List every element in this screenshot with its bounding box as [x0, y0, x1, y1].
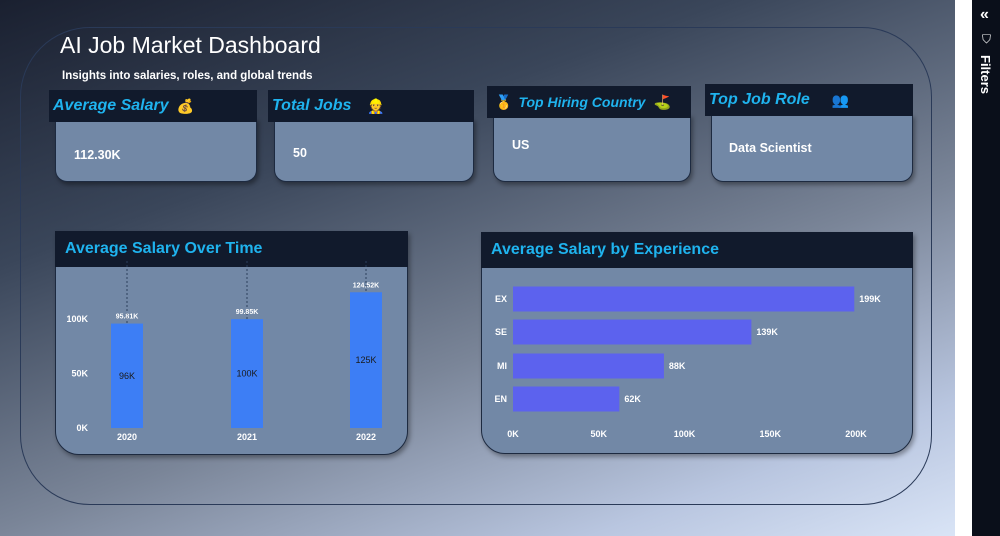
kpi-card-body: Data Scientist [711, 114, 913, 182]
bar-data-label: 100K [236, 369, 257, 379]
kpi-card-body: 112.30K [55, 118, 257, 182]
bar-data-label: 96K [119, 371, 135, 381]
bar-data-label: 88K [669, 361, 686, 371]
kpi-value: US [512, 138, 530, 152]
bar-top-label: 99.85K [236, 309, 259, 316]
bar-data-label: 125K [355, 355, 376, 365]
worker-icon: 👷 [367, 97, 385, 114]
kpi-card-top-job-role[interactable]: Data Scientist Top Job Role 👥 [705, 84, 913, 182]
podium-icon: ⛳ [653, 93, 671, 110]
bar-data-label: 199K [859, 294, 881, 304]
chart-panel-header: Average Salary Over Time [55, 231, 408, 267]
kpi-title: Total Jobs [272, 97, 352, 114]
filters-label[interactable]: Filters [978, 55, 993, 95]
kpi-title: Top Hiring Country [518, 94, 646, 110]
dashboard-frame [20, 27, 932, 505]
kpi-value: Data Scientist [729, 141, 812, 155]
y-tick-label: EX [495, 294, 507, 304]
chart-panel-salary-by-experience[interactable]: Average Salary by Experience EX 199K SE 139… [481, 232, 913, 454]
bar-data-label: 139K [756, 327, 778, 337]
bar-EN [513, 386, 620, 412]
bar-top-label: 124.52K [353, 282, 379, 289]
x-tick-label: 2022 [356, 432, 376, 442]
kpi-card-header: Total Jobs 👷 [268, 90, 474, 122]
chart-title: Average Salary Over Time [65, 240, 263, 257]
kpi-card-header: Top Job Role 👥 [705, 84, 913, 116]
x-tick-label: 2021 [237, 432, 257, 442]
page-subtitle: Insights into salaries, roles, and globa… [62, 70, 313, 82]
page-title: AI Job Market Dashboard [60, 32, 321, 58]
y-tick-label: 50K [71, 369, 88, 379]
kpi-value: 50 [293, 146, 307, 160]
x-tick-label: 50K [590, 429, 607, 439]
bar-EX [513, 286, 855, 312]
x-tick-label: 200K [845, 429, 867, 439]
x-tick-label: 2020 [117, 432, 137, 442]
kpi-card-header: Average Salary 💰 [49, 90, 257, 122]
chart-panel-header: Average Salary by Experience [481, 232, 913, 268]
salary-over-time-chart: 0K 50K 100K 95.81K 96K 2020 99.85K 100K 2021 124.… [66, 261, 382, 442]
y-tick-label: EN [494, 394, 507, 404]
bar-top-label: 95.81K [116, 314, 139, 321]
kpi-card-body: US [493, 114, 691, 182]
y-tick-label: SE [495, 327, 507, 337]
y-tick-label: MI [497, 361, 507, 371]
funnel-icon: ⛉ [982, 32, 992, 46]
bar-SE [513, 319, 752, 345]
team-icon: 👥 [831, 91, 850, 108]
kpi-title: Average Salary [53, 97, 169, 114]
x-tick-label: 100K [674, 429, 696, 439]
y-tick-label: 0K [76, 423, 88, 433]
medal-icon: 🥇 [495, 93, 513, 110]
kpi-card-top-hiring-country[interactable]: US 🥇 Top Hiring Country ⛳ [487, 86, 691, 182]
kpi-title: Top Job Role [709, 91, 810, 108]
kpi-card-average-salary[interactable]: 112.30K Average Salary 💰 [49, 90, 257, 182]
kpi-value: 112.30K [74, 148, 121, 162]
dashboard-canvas: AI Job Market Dashboard Insights into sa… [0, 0, 955, 536]
bar-data-label: 62K [624, 394, 641, 404]
bar-2020 [111, 323, 143, 428]
kpi-card-header: 🥇 Top Hiring Country ⛳ [487, 86, 691, 118]
bar-2022 [350, 292, 382, 428]
bar-MI [513, 353, 664, 379]
y-tick-label: 100K [66, 314, 88, 324]
kpi-card-body: 50 [274, 118, 474, 182]
x-tick-label: 150K [759, 429, 781, 439]
x-tick-label: 0K [507, 429, 519, 439]
salary-by-experience-chart: EX 199K SE 139K MI 88K EN 62K 0K 50K 100K 150K 200K [494, 286, 881, 439]
filter-pane[interactable] [972, 0, 1000, 536]
kpi-card-total-jobs[interactable]: 50 Total Jobs 👷 [268, 90, 474, 182]
money-bag-icon: 💰 [176, 97, 195, 114]
bar-2021 [231, 319, 263, 428]
chart-panel-salary-over-time[interactable]: Average Salary Over Time 0K 50K 100K 95.81K… [55, 231, 408, 455]
chart-title: Average Salary by Experience [491, 241, 719, 258]
collapse-filters-icon[interactable]: « [980, 6, 989, 23]
